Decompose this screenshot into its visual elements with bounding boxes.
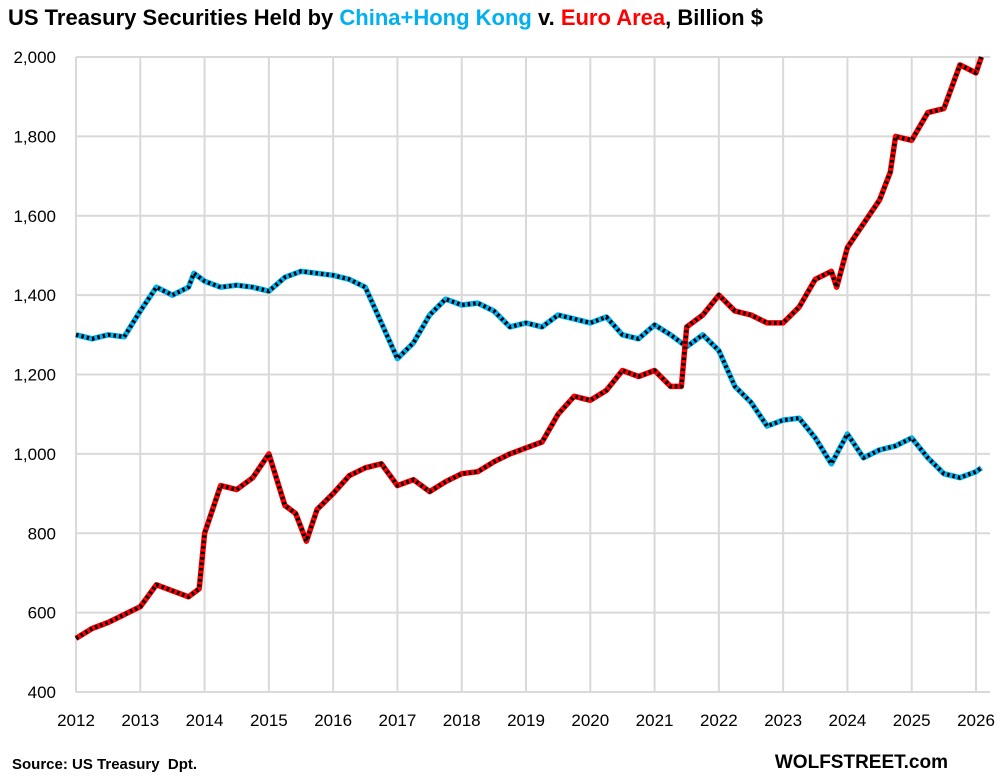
x-tick-label: 2019	[507, 711, 545, 730]
x-tick-label: 2022	[700, 711, 738, 730]
x-tick-label: 2013	[121, 711, 159, 730]
x-tick-label: 2012	[57, 711, 95, 730]
chart-title: US Treasury Securities Held by China+Hon…	[0, 5, 1002, 31]
x-tick-label: 2018	[443, 711, 481, 730]
x-tick-label: 2017	[379, 711, 417, 730]
x-tick-label: 2016	[314, 711, 352, 730]
y-tick-label: 1,400	[13, 286, 56, 305]
title-series-euro: Euro Area	[560, 5, 666, 30]
y-tick-label: 400	[28, 683, 56, 702]
y-tick-label: 2,000	[13, 48, 56, 67]
title-prefix: US Treasury Securities Held by	[8, 5, 340, 30]
x-tick-label: 2015	[250, 711, 288, 730]
x-tick-label: 2014	[186, 711, 224, 730]
brand-watermark: WOLFSTREET.com	[774, 752, 948, 773]
x-tick-label: 2025	[893, 711, 931, 730]
title-suffix: , Billion $	[665, 5, 763, 30]
series-markers-euro-area	[74, 56, 984, 641]
y-tick-label: 1,200	[13, 366, 56, 385]
y-tick-label: 600	[28, 604, 56, 623]
y-tick-label: 1,800	[13, 127, 56, 146]
y-tick-label: 800	[28, 524, 56, 543]
y-tick-label: 1,000	[13, 445, 56, 464]
x-tick-label: 2024	[829, 711, 867, 730]
x-tick-label: 2023	[764, 711, 802, 730]
x-tick-label: 2026	[957, 711, 995, 730]
title-series-china: China+Hong Kong	[339, 5, 532, 30]
series-markers-china-hong-kong	[75, 269, 983, 480]
source-note: Source: US Treasury Dpt.	[12, 756, 198, 773]
x-tick-label: 2021	[636, 711, 674, 730]
y-tick-label: 1,600	[13, 207, 56, 226]
series-line-euro-area	[74, 56, 985, 641]
x-tick-label: 2020	[571, 711, 609, 730]
title-middle: v.	[531, 5, 561, 30]
